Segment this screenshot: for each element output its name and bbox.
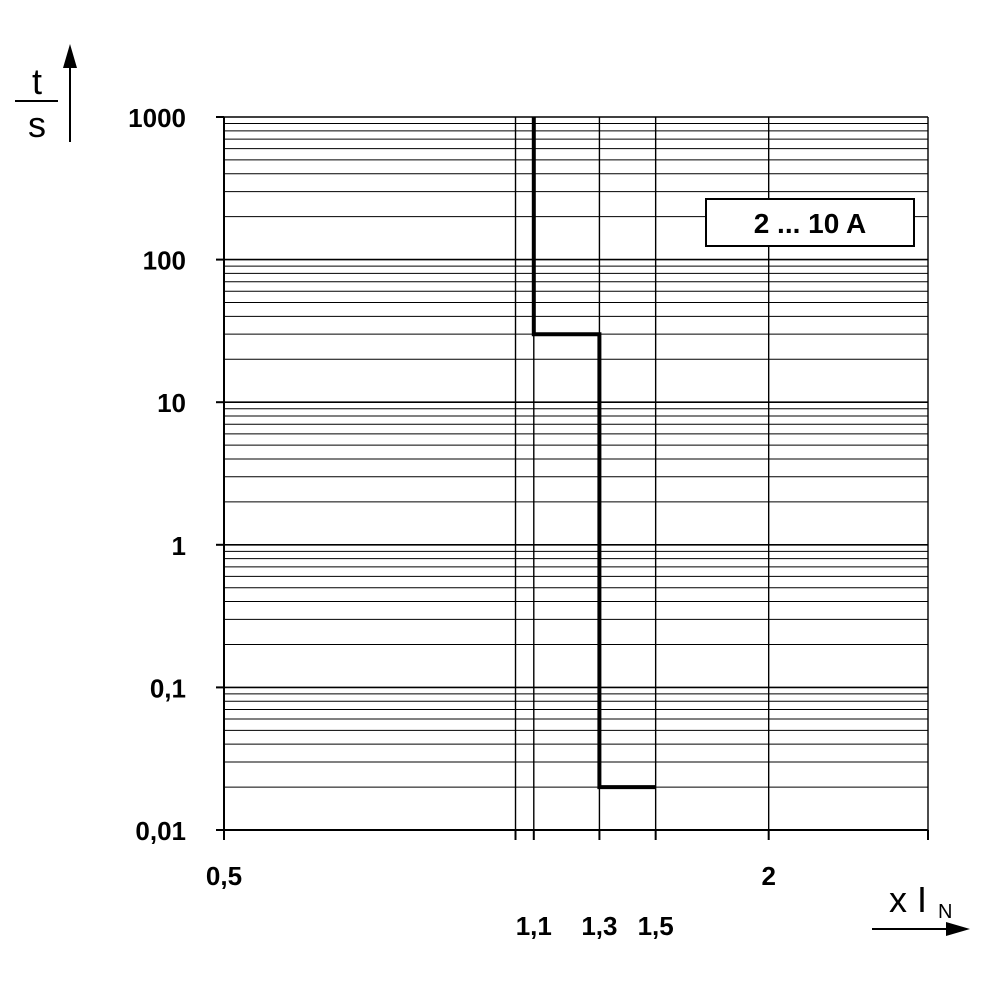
y-axis-arrowhead-icon <box>63 44 77 68</box>
x-axis-label-subscript: N <box>938 901 952 923</box>
y-tick-label: 10 <box>157 388 186 418</box>
y-tick-label: 100 <box>143 246 186 276</box>
series-layer <box>531 116 656 790</box>
axes <box>216 116 929 840</box>
legend-label: 2 ... 10 A <box>754 208 867 239</box>
x-tick-label: 2 <box>761 861 775 891</box>
y-tick-label: 0,01 <box>135 816 186 846</box>
minor-gridlines <box>224 123 928 788</box>
y-axis-label-numerator: t <box>32 61 42 102</box>
x-axis-label: x I <box>889 879 927 920</box>
y-tick-label: 1000 <box>128 103 186 133</box>
tick-labels: 1000 100 10 1 0,1 0,01 0,5 2 1,1 1,3 1,5 <box>128 103 776 941</box>
legend-box <box>705 198 915 247</box>
x-tick-label: 1,1 <box>516 911 552 941</box>
x-axis-arrowhead-icon <box>946 922 970 936</box>
x-tick-label: 1,3 <box>581 911 617 941</box>
x-axis-unit: x I N <box>872 879 970 936</box>
y-axis-label-denominator: s <box>28 104 46 145</box>
series-line <box>531 117 656 790</box>
y-tick-label: 0,1 <box>150 673 186 703</box>
x-tick-label: 0,5 <box>206 861 242 891</box>
x-tick-label: 1,5 <box>638 911 674 941</box>
y-axis-unit: t s <box>15 44 77 145</box>
legend: 2 ... 10 A <box>705 198 915 247</box>
y-tick-label: 1 <box>172 531 186 561</box>
